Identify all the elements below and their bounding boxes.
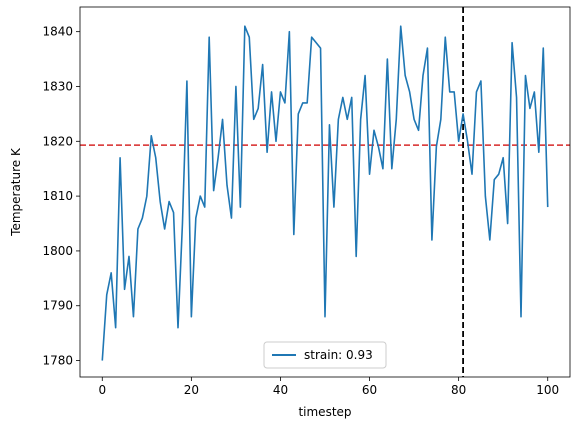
x-axis-label: timestep	[298, 405, 351, 419]
x-tick-label: 40	[273, 383, 288, 397]
y-tick-label: 1810	[42, 189, 73, 203]
y-tick-label: 1830	[42, 79, 73, 93]
x-tick-label: 80	[451, 383, 466, 397]
y-tick-label: 1820	[42, 134, 73, 148]
y-tick-label: 1800	[42, 244, 73, 258]
x-tick-label: 60	[362, 383, 377, 397]
y-tick-label: 1790	[42, 299, 73, 313]
legend-box	[263, 341, 387, 369]
legend-entry: strain: 0.93	[304, 348, 373, 362]
y-tick-label: 1840	[42, 25, 73, 39]
x-tick-label: 0	[98, 383, 106, 397]
plot-frame	[79, 6, 571, 378]
x-tick-label: 20	[184, 383, 199, 397]
legend: strain: 0.93	[263, 341, 387, 369]
y-axis-ticks: 1780 1790 1800 1810 1820 1830 1840	[42, 25, 80, 368]
x-axis-ticks: 0 20 40 60 80 100	[98, 377, 559, 397]
plot-content	[80, 7, 570, 377]
x-tick-label: 100	[536, 383, 559, 397]
series-line	[101, 25, 549, 361]
y-axis-label: Temperature K	[9, 147, 23, 237]
y-tick-label: 1780	[42, 354, 73, 368]
